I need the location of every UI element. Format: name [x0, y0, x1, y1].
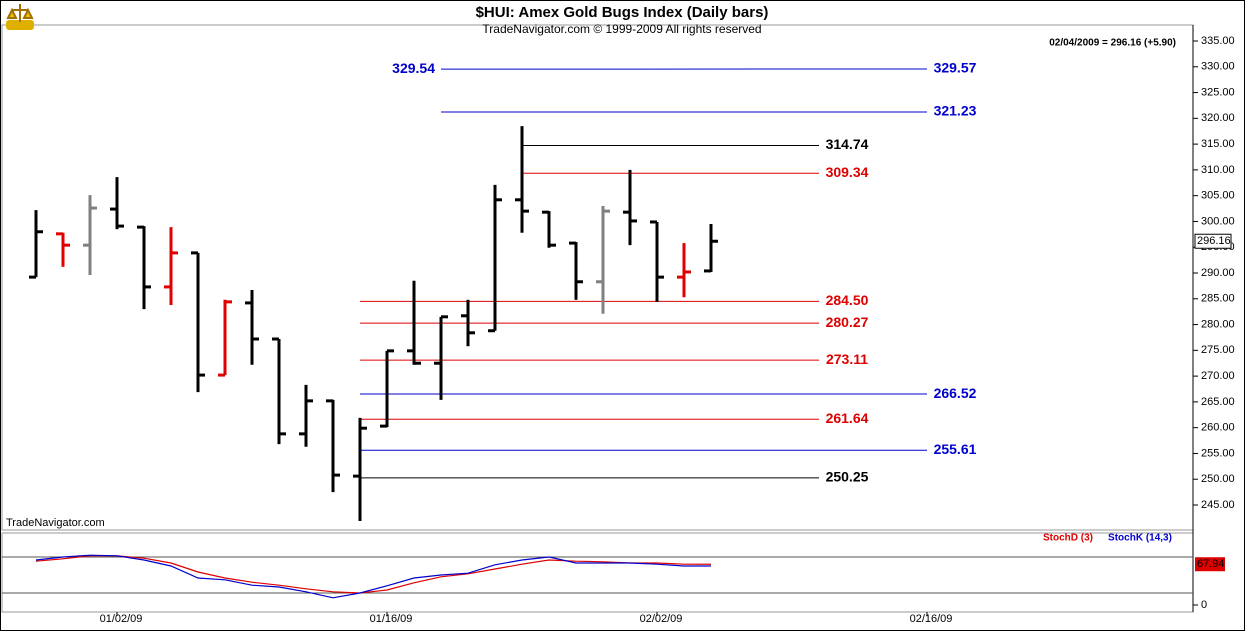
y-tick-label: 280.00: [1201, 318, 1235, 330]
last-price-box: [1194, 233, 1232, 249]
y-tick-label: 310.00: [1201, 164, 1235, 176]
last-value-label: 67.94: [1197, 558, 1225, 570]
last-value-box: [1195, 557, 1225, 572]
level-label: 250.25: [826, 469, 869, 485]
y-tick-label: 320.00: [1201, 112, 1235, 124]
y-tick-label: 0: [1201, 599, 1207, 611]
legend-entry: StochD (3): [1043, 533, 1093, 544]
y-tick-label: 330.00: [1201, 61, 1235, 73]
watermark: TradeNavigator.com: [6, 517, 105, 529]
level-label: 329.57: [934, 60, 977, 76]
y-tick-label: 255.00: [1201, 447, 1235, 459]
level-label: 255.61: [934, 441, 977, 457]
y-tick-label: 270.00: [1201, 370, 1235, 382]
y-tick-label: 260.00: [1201, 422, 1235, 434]
level-label: 329.54: [392, 60, 435, 76]
y-tick-label: 285.00: [1201, 293, 1235, 305]
stoch-line: [35, 555, 712, 594]
last-price-label: 296.16: [1197, 235, 1231, 247]
y-tick-label: 325.00: [1201, 86, 1235, 98]
level-label: 273.11: [826, 351, 868, 367]
level-label: 284.50: [826, 292, 869, 308]
logo: [6, 4, 34, 30]
x-tick-label: 02/02/09: [640, 613, 683, 625]
y-tick-label: 315.00: [1201, 138, 1235, 150]
y-tick-label: 265.00: [1201, 396, 1235, 408]
y-tick-label: 335.00: [1201, 35, 1235, 47]
stoch-line: [35, 554, 711, 599]
y-tick-label: 245.00: [1201, 499, 1235, 511]
level-label: 309.34: [826, 164, 869, 180]
header-note: 02/04/2009 = 296.16 (+5.90): [1049, 38, 1176, 49]
level-label: 261.64: [826, 410, 869, 426]
x-tick-label: 02/16/09: [910, 613, 953, 625]
x-tick-label: 01/02/09: [100, 613, 143, 625]
chart-title: $HUI: Amex Gold Bugs Index (Daily bars): [476, 4, 769, 21]
y-tick-label: 250.00: [1201, 473, 1235, 485]
y-tick-label: 275.00: [1201, 344, 1235, 356]
level-label: 266.52: [934, 385, 977, 401]
level-label: 321.23: [934, 103, 977, 119]
x-tick-label: 01/16/09: [370, 613, 413, 625]
y-tick-label: 300.00: [1201, 215, 1235, 227]
chart-subtitle: TradeNavigator.com © 1999-2009 All right…: [482, 22, 761, 36]
legend-entry: StochK (14,3): [1108, 533, 1172, 544]
level-label: 314.74: [826, 136, 869, 152]
y-tick-label: 290.00: [1201, 267, 1235, 279]
y-tick-label: 305.00: [1201, 190, 1235, 202]
level-label: 280.27: [826, 314, 869, 330]
